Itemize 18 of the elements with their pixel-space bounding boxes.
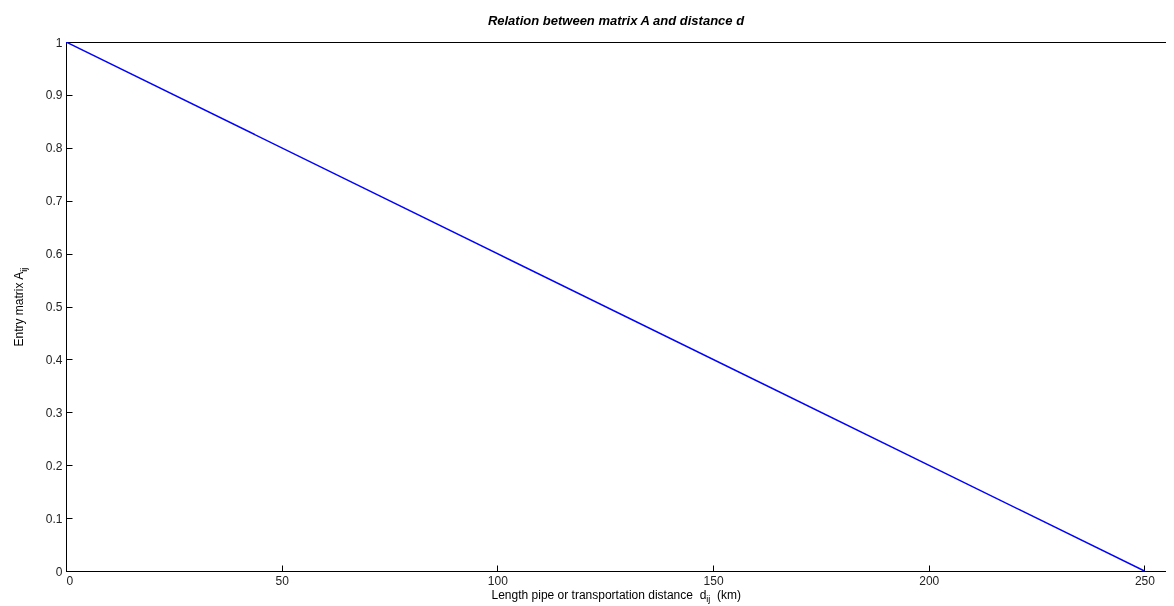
y-tick-label: 0.6: [45, 247, 63, 262]
y-tick-label: 0.1: [45, 511, 63, 526]
x-tick-label: 0: [66, 573, 74, 588]
chart-title: Relation between matrix A and distance d: [487, 13, 746, 28]
y-tick-label: 0.4: [45, 352, 63, 367]
x-tick-label: 50: [275, 573, 290, 588]
y-tick-label: 0.5: [45, 300, 63, 314]
x-axis-title: Length pipe or transportation distance d$_{ij}$ (km): [491, 588, 741, 605]
x-tick-label: 250: [1134, 573, 1156, 588]
x-tick-label: 200: [919, 573, 940, 588]
y-tick-label: 0.9: [45, 88, 63, 103]
y-tick-label: 0.8: [45, 141, 63, 156]
x-tick-label: 100: [487, 573, 509, 588]
y-tick-label: 0.3: [45, 405, 63, 420]
x-tick-label: 150: [703, 573, 724, 588]
y-tick-label: 0.7: [45, 194, 63, 209]
y-tick-label: 0.2: [45, 458, 63, 473]
y-tick-label: 1: [55, 35, 63, 50]
